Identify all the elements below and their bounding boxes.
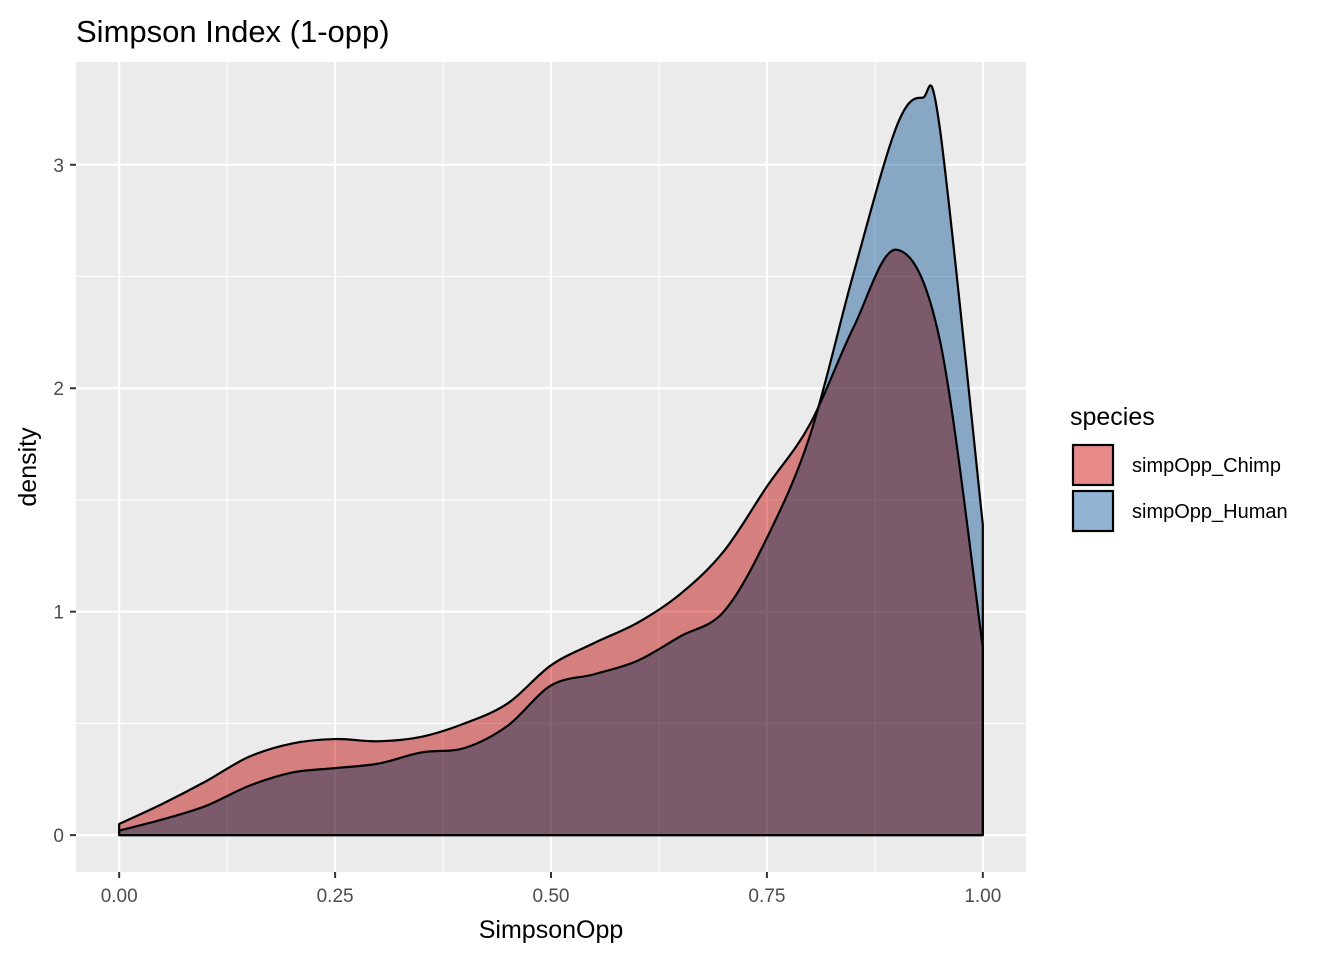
y-tick-label: 2 bbox=[53, 379, 64, 400]
legend-swatch-simpopp-chimp bbox=[1071, 443, 1115, 487]
y-tick-label: 1 bbox=[53, 603, 64, 624]
legend-swatch-simpopp-human bbox=[1071, 489, 1115, 533]
x-tick-label: 0.25 bbox=[317, 886, 354, 907]
y-tick-label: 3 bbox=[53, 156, 64, 177]
y-axis-label: density bbox=[14, 427, 42, 507]
x-tick-label: 1.00 bbox=[964, 886, 1001, 907]
legend: species simpOpp_Chimp simpOpp_Human bbox=[1070, 403, 1288, 533]
x-axis-label: SimpsonOpp bbox=[479, 916, 624, 944]
x-axis-ticks: 0.00 0.25 0.50 0.75 1.00 bbox=[101, 872, 1001, 907]
chart-title: Simpson Index (1-opp) bbox=[76, 14, 390, 49]
x-tick-label: 0.00 bbox=[101, 886, 138, 907]
legend-title: species bbox=[1070, 403, 1155, 431]
y-axis-ticks: 0 1 2 3 bbox=[53, 156, 76, 847]
legend-label-simpopp-chimp: simpOpp_Chimp bbox=[1132, 455, 1281, 477]
density-areas bbox=[118, 84, 984, 837]
density-area-simpopp-human bbox=[118, 84, 984, 837]
x-tick-label: 0.50 bbox=[533, 886, 570, 907]
y-tick-label: 0 bbox=[53, 826, 64, 847]
x-tick-label: 0.75 bbox=[748, 886, 785, 907]
legend-label-simpopp-human: simpOpp_Human bbox=[1132, 501, 1288, 523]
